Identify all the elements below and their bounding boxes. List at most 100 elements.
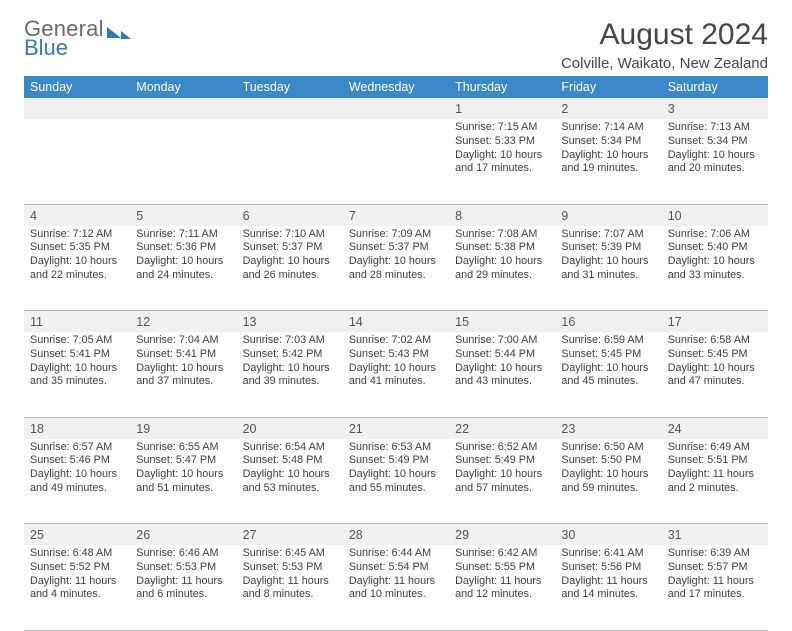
- day-number: 23: [561, 422, 575, 436]
- day-cell: [237, 119, 343, 204]
- day-number: 9: [561, 209, 568, 223]
- day-number: 30: [561, 528, 575, 542]
- day-number-cell: 14: [343, 311, 449, 333]
- day-number: 17: [668, 315, 682, 329]
- day-number-cell: [24, 98, 130, 119]
- day-number: 8: [455, 209, 462, 223]
- day-cell: Sunrise: 7:03 AMSunset: 5:42 PMDaylight:…: [237, 332, 343, 417]
- day-cell: Sunrise: 6:49 AMSunset: 5:51 PMDaylight:…: [662, 439, 768, 524]
- day-info: Sunrise: 7:07 AMSunset: 5:39 PMDaylight:…: [561, 226, 655, 283]
- week-row: Sunrise: 7:12 AMSunset: 5:35 PMDaylight:…: [24, 226, 768, 311]
- day-number: 25: [30, 528, 44, 542]
- day-number: 13: [243, 315, 257, 329]
- day-number: 12: [136, 315, 150, 329]
- day-info: Sunrise: 6:44 AMSunset: 5:54 PMDaylight:…: [349, 545, 443, 602]
- day-info: Sunrise: 6:48 AMSunset: 5:52 PMDaylight:…: [30, 545, 124, 602]
- day-info: Sunrise: 6:58 AMSunset: 5:45 PMDaylight:…: [668, 332, 762, 389]
- day-number: 31: [668, 528, 682, 542]
- daynum-row: 18192021222324: [24, 417, 768, 439]
- day-number: 5: [136, 209, 143, 223]
- day-info: Sunrise: 7:03 AMSunset: 5:42 PMDaylight:…: [243, 332, 337, 389]
- day-number: 11: [30, 315, 43, 329]
- day-number: 16: [561, 315, 575, 329]
- day-number-cell: 16: [555, 311, 661, 333]
- day-number: 3: [668, 102, 675, 116]
- day-number-cell: 30: [555, 524, 661, 546]
- day-number-cell: 21: [343, 417, 449, 439]
- day-number-cell: 26: [130, 524, 236, 546]
- day-number-cell: [343, 98, 449, 119]
- day-cell: Sunrise: 7:14 AMSunset: 5:34 PMDaylight:…: [555, 119, 661, 204]
- day-info: Sunrise: 6:39 AMSunset: 5:57 PMDaylight:…: [668, 545, 762, 602]
- day-number-cell: 3: [662, 98, 768, 119]
- day-number: 15: [455, 315, 469, 329]
- day-cell: [343, 119, 449, 204]
- week-row: Sunrise: 7:15 AMSunset: 5:33 PMDaylight:…: [24, 119, 768, 204]
- day-info: Sunrise: 7:14 AMSunset: 5:34 PMDaylight:…: [561, 119, 655, 176]
- day-info: Sunrise: 7:13 AMSunset: 5:34 PMDaylight:…: [668, 119, 762, 176]
- day-number-cell: 5: [130, 204, 236, 226]
- day-number-cell: 2: [555, 98, 661, 119]
- day-number-cell: 24: [662, 417, 768, 439]
- day-number: 26: [136, 528, 150, 542]
- day-number-cell: 7: [343, 204, 449, 226]
- day-info: Sunrise: 6:57 AMSunset: 5:46 PMDaylight:…: [30, 439, 124, 496]
- brand-triangle-icon: [107, 27, 121, 38]
- day-info: Sunrise: 6:45 AMSunset: 5:53 PMDaylight:…: [243, 545, 337, 602]
- day-cell: Sunrise: 7:07 AMSunset: 5:39 PMDaylight:…: [555, 226, 661, 311]
- day-info: Sunrise: 6:55 AMSunset: 5:47 PMDaylight:…: [136, 439, 230, 496]
- week-row: Sunrise: 6:57 AMSunset: 5:46 PMDaylight:…: [24, 439, 768, 524]
- daynum-row: 123: [24, 98, 768, 119]
- day-number-cell: 11: [24, 311, 130, 333]
- day-info: Sunrise: 7:10 AMSunset: 5:37 PMDaylight:…: [243, 226, 337, 283]
- weekday-header: Sunday: [24, 76, 130, 98]
- brand-logo: General Blue: [24, 18, 131, 59]
- day-cell: Sunrise: 6:52 AMSunset: 5:49 PMDaylight:…: [449, 439, 555, 524]
- day-number-cell: 29: [449, 524, 555, 546]
- day-number-cell: 12: [130, 311, 236, 333]
- day-number-cell: 27: [237, 524, 343, 546]
- day-cell: Sunrise: 7:10 AMSunset: 5:37 PMDaylight:…: [237, 226, 343, 311]
- day-number-cell: [237, 98, 343, 119]
- day-cell: Sunrise: 6:58 AMSunset: 5:45 PMDaylight:…: [662, 332, 768, 417]
- day-info: Sunrise: 6:41 AMSunset: 5:56 PMDaylight:…: [561, 545, 655, 602]
- day-info: Sunrise: 7:09 AMSunset: 5:37 PMDaylight:…: [349, 226, 443, 283]
- day-cell: Sunrise: 7:02 AMSunset: 5:43 PMDaylight:…: [343, 332, 449, 417]
- day-number-cell: 6: [237, 204, 343, 226]
- day-info: Sunrise: 6:46 AMSunset: 5:53 PMDaylight:…: [136, 545, 230, 602]
- day-number-cell: 25: [24, 524, 130, 546]
- calendar-table: SundayMondayTuesdayWednesdayThursdayFrid…: [24, 76, 768, 631]
- day-number: 14: [349, 315, 363, 329]
- weekday-header: Monday: [130, 76, 236, 98]
- day-cell: Sunrise: 6:41 AMSunset: 5:56 PMDaylight:…: [555, 545, 661, 630]
- week-row: Sunrise: 6:48 AMSunset: 5:52 PMDaylight:…: [24, 545, 768, 630]
- day-cell: Sunrise: 6:54 AMSunset: 5:48 PMDaylight:…: [237, 439, 343, 524]
- day-cell: Sunrise: 6:50 AMSunset: 5:50 PMDaylight:…: [555, 439, 661, 524]
- day-cell: Sunrise: 7:09 AMSunset: 5:37 PMDaylight:…: [343, 226, 449, 311]
- day-info: Sunrise: 6:53 AMSunset: 5:49 PMDaylight:…: [349, 439, 443, 496]
- daynum-row: 11 12 13 14 15 16 17: [24, 311, 768, 333]
- day-number: 2: [561, 102, 568, 116]
- day-number: 21: [349, 422, 363, 436]
- day-number: 18: [30, 422, 44, 436]
- day-cell: Sunrise: 6:39 AMSunset: 5:57 PMDaylight:…: [662, 545, 768, 630]
- calendar-head: SundayMondayTuesdayWednesdayThursdayFrid…: [24, 76, 768, 98]
- header-bar: General Blue August 2024 Colville, Waika…: [24, 18, 768, 72]
- day-info: Sunrise: 7:02 AMSunset: 5:43 PMDaylight:…: [349, 332, 443, 389]
- day-number-cell: 4: [24, 204, 130, 226]
- weekday-header: Friday: [555, 76, 661, 98]
- day-cell: Sunrise: 6:42 AMSunset: 5:55 PMDaylight:…: [449, 545, 555, 630]
- day-cell: Sunrise: 7:15 AMSunset: 5:33 PMDaylight:…: [449, 119, 555, 204]
- day-info: Sunrise: 7:15 AMSunset: 5:33 PMDaylight:…: [455, 119, 549, 176]
- day-info: Sunrise: 7:04 AMSunset: 5:41 PMDaylight:…: [136, 332, 230, 389]
- day-info: Sunrise: 6:42 AMSunset: 5:55 PMDaylight:…: [455, 545, 549, 602]
- day-cell: [130, 119, 236, 204]
- day-cell: Sunrise: 6:46 AMSunset: 5:53 PMDaylight:…: [130, 545, 236, 630]
- day-number-cell: 17: [662, 311, 768, 333]
- day-info: Sunrise: 7:06 AMSunset: 5:40 PMDaylight:…: [668, 226, 762, 283]
- day-number-cell: 23: [555, 417, 661, 439]
- day-info: Sunrise: 7:12 AMSunset: 5:35 PMDaylight:…: [30, 226, 124, 283]
- day-cell: Sunrise: 7:08 AMSunset: 5:38 PMDaylight:…: [449, 226, 555, 311]
- daynum-row: 45678910: [24, 204, 768, 226]
- day-info: Sunrise: 7:08 AMSunset: 5:38 PMDaylight:…: [455, 226, 549, 283]
